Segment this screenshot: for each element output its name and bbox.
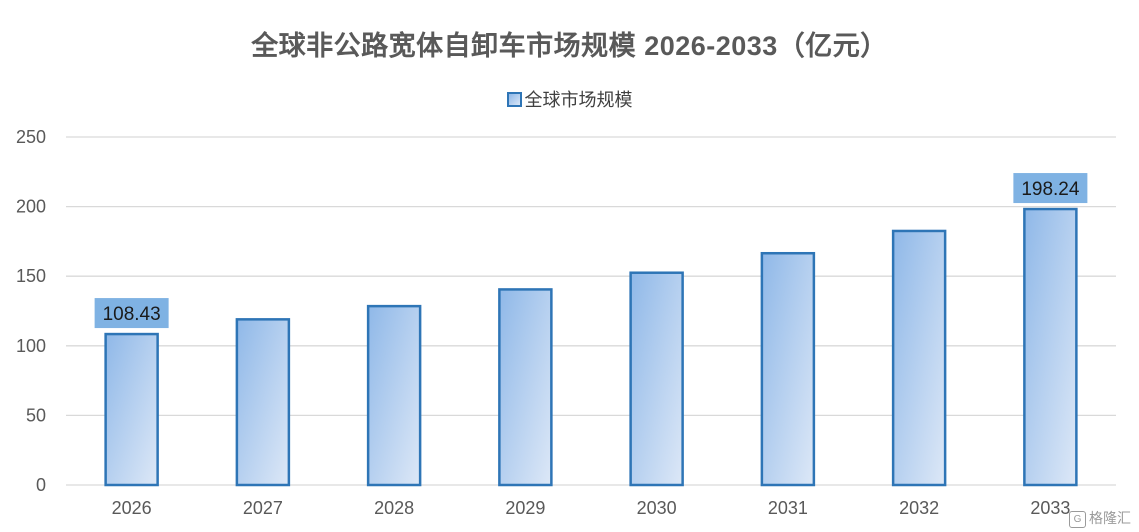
bar-2031 [760,251,816,487]
data-label: 198.24 [1021,179,1080,200]
y-tick-label: 150 [16,266,46,286]
bar-2033 [1023,207,1078,487]
y-tick-label: 100 [16,336,46,356]
bar-2027 [235,318,291,487]
x-tick-label: 2033 [1030,498,1070,518]
legend: 全球市场规模 [0,86,1139,112]
x-tick-label: 2030 [637,498,677,518]
data-label: 108.43 [103,304,161,325]
chart-title: 全球非公路宽体自卸车市场规模 2026-2033（亿元） [251,31,888,61]
bar-2032 [891,229,947,487]
data-label-background [1013,173,1088,204]
y-tick-label: 200 [16,197,46,217]
x-tick-label: 2026 [112,498,152,518]
x-tick-label: 2028 [374,498,414,518]
y-tick-label: 50 [26,405,46,425]
x-tick-label: 2032 [899,498,939,518]
bar-2029 [498,288,553,487]
legend-label: 全球市场规模 [524,90,633,110]
bar-2028 [366,304,422,487]
legend-swatch [506,91,522,107]
x-tick-label: 2027 [243,498,283,518]
x-tick-label: 2029 [505,498,545,518]
data-label-background [94,298,169,329]
bar-2026 [104,332,159,487]
watermark: G 格隆汇 [1069,508,1131,528]
watermark-text: 格隆汇 [1089,510,1131,526]
gelonghui-logo-icon: G [1069,510,1086,528]
bar-2030 [629,271,684,487]
x-tick-label: 2031 [768,498,808,518]
y-tick-label: 250 [16,127,46,147]
y-tick-label: 0 [36,475,46,495]
